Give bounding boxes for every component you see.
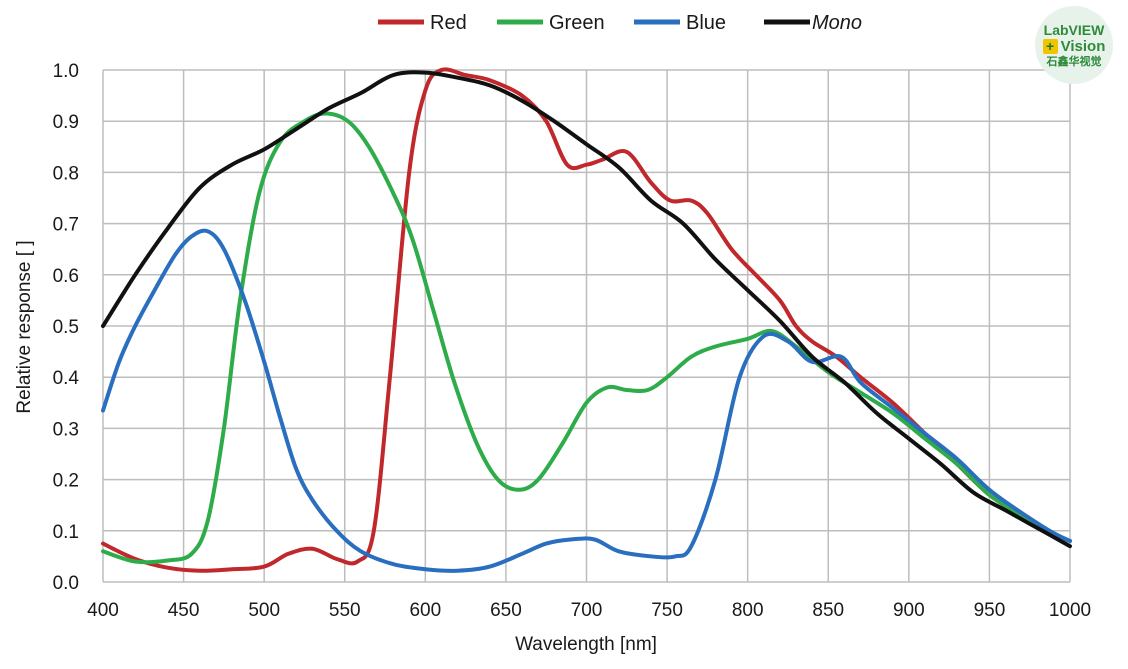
x-tick-label: 950 [974,600,1006,621]
logo-text-chinese: 石鑫华视觉 [1046,55,1102,68]
x-tick-label: 800 [732,600,764,621]
x-tick-label: 500 [248,600,280,621]
y-axis-label: Relative response [ ] [14,240,35,413]
y-tick-label: 0.3 [53,419,79,440]
y-tick-label: 0.8 [53,163,79,184]
legend-label-blue: Blue [686,12,726,34]
series-group [101,67,1072,573]
x-tick-label: 900 [893,600,925,621]
y-tick-label: 0.1 [53,522,79,543]
y-tick-label: 0.4 [53,368,80,389]
logo-text-vision: Vision [1060,37,1106,55]
legend-label-mono: Mono [812,12,862,34]
logo-text-labview: LabVIEW [1043,21,1105,38]
x-tick-labels: 400 450 500 550 600 650 700 750 800 850 900 950 1000 [87,600,1091,621]
legend-label-red: Red [430,12,467,34]
x-tick-label: 700 [571,600,603,621]
x-tick-label: 600 [409,600,441,621]
y-tick-label: 0.7 [53,215,79,236]
x-tick-label: 850 [812,600,844,621]
x-tick-label: 550 [329,600,361,621]
logo-text-vision-row: + Vision [1042,37,1106,55]
y-tick-label: 1.0 [53,61,79,82]
series-line-green [101,111,1072,565]
series-line-red [101,67,1072,573]
x-tick-label: 650 [490,600,522,621]
y-tick-label: 0.2 [53,471,79,492]
x-tick-label: 400 [87,600,119,621]
legend: Red Green Blue Mono [378,12,862,34]
x-tick-label: 1000 [1049,600,1091,621]
legend-label-green: Green [549,12,605,34]
x-tick-label: 450 [168,600,200,621]
y-tick-label: 0.5 [53,317,79,338]
y-tick-label: 0.9 [53,112,79,133]
series-line-mono [101,70,1072,549]
series-line-blue [101,228,1072,573]
labview-vision-logo: LabVIEW + Vision 石鑫华视觉 [1035,6,1113,84]
y-tick-labels: 0.0 0.1 0.2 0.3 0.4 0.5 0.6 0.7 0.8 0.9 1.0 [53,61,80,594]
x-axis-label: Wavelength [nm] [515,634,657,655]
x-tick-label: 750 [651,600,683,621]
y-tick-label: 0.6 [53,266,79,287]
y-tick-label: 0.0 [53,573,79,594]
grid [102,69,1071,583]
plus-icon: + [1042,38,1058,54]
